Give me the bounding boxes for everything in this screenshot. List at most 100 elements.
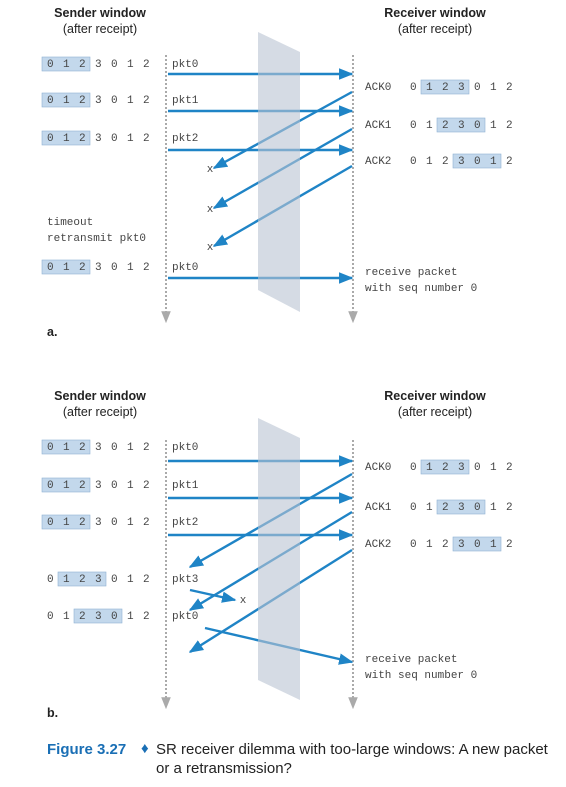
window-highlight bbox=[57, 571, 107, 587]
seq-digit: 0 bbox=[111, 574, 118, 586]
seq-digit: 2 bbox=[506, 120, 513, 132]
seq-digit: 0 bbox=[111, 262, 118, 274]
seq-digit: 2 bbox=[506, 82, 513, 94]
seq-digit: 1 bbox=[490, 502, 497, 514]
seq-digit: 3 bbox=[95, 480, 102, 492]
packet-label: pkt0 bbox=[172, 59, 198, 71]
window-highlight bbox=[73, 608, 123, 624]
ack-label: ACK1 bbox=[365, 120, 392, 132]
seq-digit: 2 bbox=[143, 517, 150, 529]
seq-digit: 0 bbox=[47, 480, 54, 492]
seq-digit: 3 bbox=[95, 611, 102, 623]
seq-digit: 1 bbox=[426, 156, 433, 168]
seq-digit: 1 bbox=[490, 120, 497, 132]
seq-digit: 0 bbox=[474, 502, 481, 514]
channel bbox=[258, 32, 300, 312]
receive-note: receive packet bbox=[365, 654, 457, 666]
seq-digit: 3 bbox=[458, 502, 465, 514]
sender-subheader: (after receipt) bbox=[63, 405, 137, 419]
seq-digit: 3 bbox=[458, 120, 465, 132]
seq-digit: 2 bbox=[79, 480, 86, 492]
packet-label: pkt0 bbox=[172, 442, 198, 454]
seq-digit: 2 bbox=[442, 462, 449, 474]
seq-digit: 3 bbox=[95, 95, 102, 107]
seq-digit: 1 bbox=[63, 133, 70, 145]
lost-mark: x bbox=[240, 595, 247, 607]
seq-digit: 2 bbox=[442, 539, 449, 551]
ack-label: ACK2 bbox=[365, 539, 391, 551]
seq-digit: 0 bbox=[410, 502, 417, 514]
ack-label: ACK2 bbox=[365, 156, 391, 168]
packet-label: pkt0 bbox=[172, 611, 198, 623]
window-highlight bbox=[41, 514, 91, 530]
seq-digit: 0 bbox=[111, 442, 118, 454]
seq-digit: 2 bbox=[506, 539, 513, 551]
seq-digit: 0 bbox=[47, 574, 54, 586]
seq-digit: 1 bbox=[127, 574, 134, 586]
seq-digit: 1 bbox=[490, 462, 497, 474]
seq-digit: 1 bbox=[426, 120, 433, 132]
seq-digit: 3 bbox=[458, 539, 465, 551]
lost-mark: x bbox=[207, 204, 214, 216]
seq-digit: 0 bbox=[474, 82, 481, 94]
seq-digit: 0 bbox=[474, 462, 481, 474]
timeout-note: timeout bbox=[47, 217, 93, 229]
lost-mark: x bbox=[207, 242, 214, 254]
seq-digit: 2 bbox=[79, 517, 86, 529]
seq-digit: 1 bbox=[426, 82, 433, 94]
seq-digit: 3 bbox=[458, 82, 465, 94]
ack-label: ACK1 bbox=[365, 502, 392, 514]
seq-digit: 0 bbox=[47, 442, 54, 454]
sender-header: Sender window bbox=[54, 389, 146, 403]
seq-digit: 2 bbox=[143, 574, 150, 586]
seq-digit: 1 bbox=[63, 95, 70, 107]
seq-digit: 2 bbox=[79, 133, 86, 145]
sender-header: Sender window bbox=[54, 6, 146, 20]
seq-digit: 0 bbox=[410, 120, 417, 132]
seq-digit: 1 bbox=[127, 59, 134, 71]
packet-label: pkt1 bbox=[172, 480, 199, 492]
seq-digit: 2 bbox=[143, 59, 150, 71]
panel-label: a. bbox=[47, 325, 57, 339]
channel bbox=[258, 418, 300, 700]
receive-note: with seq number 0 bbox=[365, 283, 477, 295]
packet-label: pkt2 bbox=[172, 133, 198, 145]
caption-text: SR receiver dilemma with too-large windo… bbox=[156, 741, 549, 758]
sender-subheader: (after receipt) bbox=[63, 22, 137, 36]
seq-digit: 0 bbox=[47, 611, 54, 623]
packet-label: pkt0 bbox=[172, 262, 198, 274]
seq-digit: 1 bbox=[127, 133, 134, 145]
packet-label: pkt1 bbox=[172, 95, 199, 107]
receive-note: receive packet bbox=[365, 267, 457, 279]
receiver-subheader: (after receipt) bbox=[398, 22, 472, 36]
seq-digit: 3 bbox=[458, 462, 465, 474]
arrows bbox=[161, 32, 358, 710]
receiver-header: Receiver window bbox=[384, 6, 486, 20]
timeout-note: retransmit pkt0 bbox=[47, 233, 146, 245]
seq-digit: 1 bbox=[127, 95, 134, 107]
seq-digit: 2 bbox=[143, 442, 150, 454]
receive-note: with seq number 0 bbox=[365, 670, 477, 682]
window-highlight bbox=[41, 130, 91, 146]
seq-digit: 0 bbox=[47, 95, 54, 107]
window-highlight bbox=[420, 459, 470, 475]
seq-digit: 2 bbox=[143, 480, 150, 492]
window-highlight bbox=[452, 536, 502, 552]
seq-digit: 0 bbox=[410, 156, 417, 168]
seq-digit: 3 bbox=[95, 262, 102, 274]
seq-digit: 2 bbox=[79, 611, 86, 623]
window-highlight bbox=[41, 92, 91, 108]
seq-digit: 0 bbox=[410, 462, 417, 474]
seq-digit: 1 bbox=[63, 574, 70, 586]
seq-digit: 0 bbox=[111, 517, 118, 529]
seq-digit: 0 bbox=[474, 120, 481, 132]
seq-digit: 0 bbox=[111, 480, 118, 492]
window-highlight bbox=[436, 499, 486, 515]
packet-label: pkt3 bbox=[172, 574, 198, 586]
seq-digit: 2 bbox=[506, 156, 513, 168]
seq-digit: 2 bbox=[143, 262, 150, 274]
seq-digit: 1 bbox=[127, 480, 134, 492]
seq-digit: 2 bbox=[143, 133, 150, 145]
seq-digit: 1 bbox=[426, 502, 433, 514]
